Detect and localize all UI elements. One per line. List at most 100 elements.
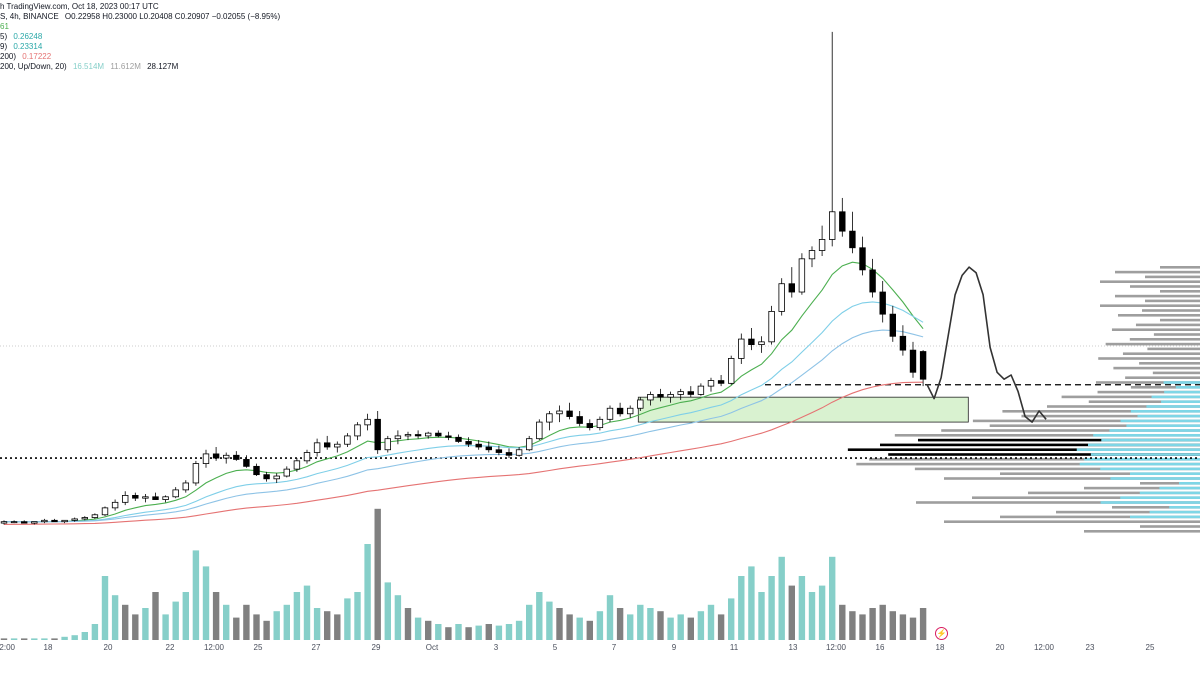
legend-volume-label: 200, Up/Down, 20) <box>0 62 67 71</box>
profile-bar <box>1098 357 1200 360</box>
chart-legend: h TradingView.com, Oct 18, 2023 00:17 UT… <box>0 2 280 72</box>
lightning-icon[interactable]: ⚡ <box>935 627 948 640</box>
profile-bar-cyan <box>1130 515 1200 519</box>
candle-down <box>899 335 907 351</box>
candle-down <box>839 211 846 232</box>
volume-bar <box>233 617 240 640</box>
profile-bar <box>1125 376 1200 379</box>
x-tick-label: 22 <box>166 643 175 652</box>
profile-bar-cyan <box>1076 448 1200 451</box>
volume-bar <box>21 638 28 640</box>
volume-bar <box>717 614 725 640</box>
profile-bar <box>888 453 1200 456</box>
candle-down <box>212 453 220 459</box>
volume-bar <box>677 614 684 640</box>
horizontal-levels <box>0 345 1200 459</box>
candle-up <box>172 489 179 498</box>
profile-bar <box>944 477 1200 480</box>
candle-up <box>728 358 735 384</box>
candle-up <box>404 434 412 437</box>
candle-up <box>222 454 230 459</box>
candle-up <box>182 482 189 491</box>
candle-up <box>0 521 8 524</box>
candle-up <box>101 507 109 516</box>
volume-bar <box>313 608 321 640</box>
profile-bar <box>1130 285 1200 288</box>
volume-bar <box>667 617 674 640</box>
candlesticks <box>0 31 927 525</box>
x-tick-label: 9 <box>672 643 677 652</box>
volume-bar <box>627 614 634 640</box>
profile-bar <box>1099 304 1200 307</box>
candle-down <box>687 391 694 395</box>
profile-bar-cyan <box>1090 453 1200 456</box>
ema-slow-line <box>4 329 924 523</box>
legend-ma-value: 0.17222 <box>22 52 52 61</box>
candle-down <box>445 435 452 438</box>
volume-bar <box>455 624 462 640</box>
candle-up <box>808 250 816 260</box>
candle-up <box>596 418 604 429</box>
profile-bar <box>1153 333 1200 336</box>
profile-bar <box>1021 414 1200 418</box>
candle-down <box>51 519 58 523</box>
demand-zone <box>637 396 969 423</box>
profile-bar <box>856 462 1200 466</box>
volume-bar <box>879 604 886 640</box>
legend-ma-row-1: 61 <box>0 22 280 32</box>
volume-bar <box>546 601 553 640</box>
volume-profile <box>847 266 1200 533</box>
candle-down <box>849 230 856 249</box>
volume-bar <box>132 614 139 640</box>
volume-bar <box>404 608 412 640</box>
candle-up <box>394 435 402 440</box>
profile-bar-cyan <box>1110 477 1200 480</box>
volume-bar <box>697 611 705 640</box>
candle-down <box>616 407 624 415</box>
volume-bar <box>707 604 715 640</box>
profile-bar <box>1111 328 1200 331</box>
profile-bar <box>894 434 1200 437</box>
legend-volume-down: 11.612M <box>110 62 141 71</box>
candle-down <box>485 446 492 451</box>
profile-bar-cyan <box>1126 424 1200 427</box>
x-tick-label: 20 <box>996 643 1005 652</box>
volume-bar <box>566 614 573 640</box>
candle-up <box>647 394 654 401</box>
profile-bar-cyan <box>1100 467 1200 471</box>
candle-up <box>91 514 99 518</box>
candle-up <box>546 413 553 423</box>
candle-down <box>475 443 482 448</box>
profile-bar <box>1160 290 1200 293</box>
x-tick-label: Oct <box>426 643 439 652</box>
candle-up <box>334 443 341 448</box>
legend-symbol-line: S, 4h, BINANCE O0.22958 H0.23000 L0.2040… <box>0 12 280 22</box>
candle-up <box>707 380 715 387</box>
profile-bar-cyan <box>1093 434 1200 437</box>
volume-bar <box>61 636 68 640</box>
x-tick-label: 25 <box>254 643 263 652</box>
volume-bar <box>384 582 391 640</box>
legend-ma-value: 0.23314 <box>13 42 43 51</box>
volume-bar <box>425 620 432 640</box>
candle-up <box>61 519 68 523</box>
volume-bar <box>919 608 927 640</box>
profile-bar <box>1088 400 1200 403</box>
profile-bar <box>1140 482 1200 485</box>
candle-up <box>313 442 321 453</box>
volume-bar <box>81 632 88 640</box>
ema-mid-line <box>4 301 924 523</box>
profile-bar <box>1084 530 1200 533</box>
volume-bar <box>515 620 523 640</box>
profile-bar <box>972 419 1200 423</box>
candle-down <box>586 423 593 429</box>
profile-bar <box>1160 266 1200 269</box>
x-tick-label: 12:00 <box>0 643 16 652</box>
volume-bar <box>374 508 381 640</box>
candle-up <box>637 399 644 409</box>
profile-bar <box>1130 386 1200 389</box>
x-tick-label: 5 <box>553 643 558 652</box>
legend-ma-row-4: 200) 0.17222 <box>0 52 280 62</box>
candle-down <box>132 495 139 499</box>
